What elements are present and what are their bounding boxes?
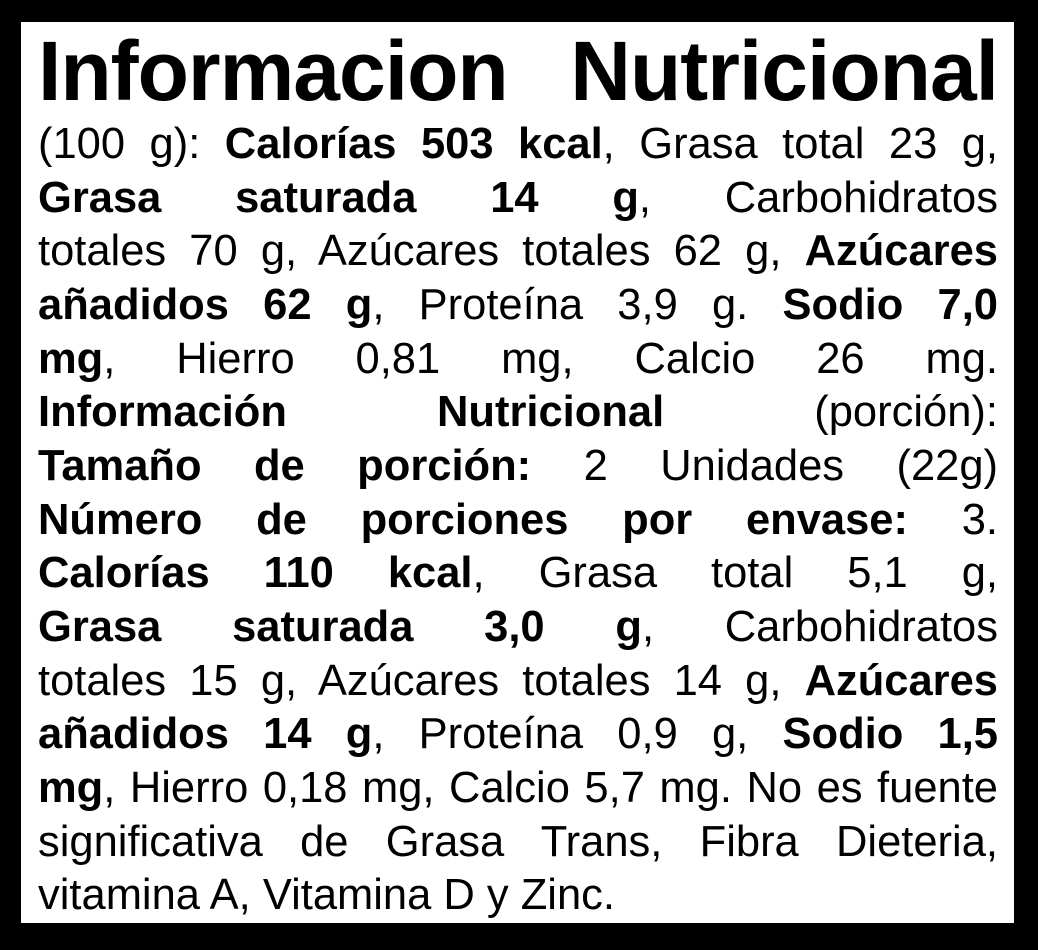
regular-segment: vitamina A, Vitamina D y Zinc. <box>38 871 615 920</box>
bold-segment: mg <box>38 334 104 383</box>
label-line: añadidos 62 g, Proteína 3,9 g. Sodio 7,0 <box>38 279 998 333</box>
regular-segment: , Hierro 0,81 mg, Calcio 26 mg. <box>103 334 998 383</box>
regular-segment: , Proteína 0,9 g, <box>372 710 783 759</box>
nutrition-text: (100 g): Calorías 503 kcal, Grasa total … <box>38 118 998 923</box>
label-line: Información Nutricional (porción): <box>38 386 998 440</box>
bold-segment: añadidos 62 g <box>38 280 373 329</box>
label-line: Tamaño de porción: 2 Unidades (22g) <box>38 440 998 494</box>
label-panel: Informacion Nutricional (100 g): Caloría… <box>21 22 1014 923</box>
regular-segment: 3. <box>907 495 998 544</box>
label-line: Calorías 110 kcal, Grasa total 5,1 g, <box>38 547 998 601</box>
label-line: totales 70 g, Azúcares totales 62 g, Azú… <box>38 225 998 279</box>
label-line: totales 15 g, Azúcares totales 14 g, Azú… <box>38 655 998 709</box>
regular-segment: , Proteína 3,9 g. <box>372 280 783 329</box>
label-title: Informacion Nutricional <box>38 24 999 118</box>
regular-segment: totales 15 g, Azúcares totales 14 g, <box>38 656 805 705</box>
regular-segment: , Carbohidratos <box>641 602 998 651</box>
label-line: Número de porciones por envase: 3. <box>38 494 998 548</box>
bold-segment: Azúcares <box>804 656 998 705</box>
label-line: significativa de Grasa Trans, Fibra Diet… <box>38 816 998 870</box>
regular-segment: , Grasa total 23 g, <box>602 120 999 168</box>
bold-segment: Información Nutricional <box>38 388 665 437</box>
label-line: añadidos 14 g, Proteína 0,9 g, Sodio 1,5 <box>38 708 998 762</box>
regular-segment: totales 70 g, Azúcares totales 62 g, <box>38 227 805 276</box>
regular-segment: , Grasa total 5,1 g, <box>472 549 999 598</box>
bold-segment: Sodio 1,5 <box>782 710 999 759</box>
label-line: vitamina A, Vitamina D y Zinc. <box>38 869 998 923</box>
bold-segment: mg <box>38 763 104 812</box>
bold-segment: Calorías 503 kcal <box>224 120 603 168</box>
regular-segment: significativa de Grasa Trans, Fibra Diet… <box>38 817 998 866</box>
label-line: (100 g): Calorías 503 kcal, Grasa total … <box>38 118 998 172</box>
bold-segment: Número de porciones por envase: <box>38 495 908 544</box>
label-line: mg, Hierro 0,18 mg, Calcio 5,7 mg. No es… <box>38 762 998 816</box>
bold-segment: Sodio 7,0 <box>782 280 999 329</box>
label-line: Grasa saturada 3,0 g, Carbohidratos <box>38 601 998 655</box>
regular-segment: , Carbohidratos <box>638 173 999 222</box>
bold-segment: añadidos 14 g <box>38 710 373 759</box>
bold-segment: Calorías 110 kcal <box>38 549 473 598</box>
bold-segment: Tamaño de porción: <box>38 441 532 490</box>
regular-segment: 2 Unidades (22g) <box>531 441 999 490</box>
label-line: Grasa saturada 14 g, Carbohidratos <box>38 172 998 226</box>
label-line: mg, Hierro 0,81 mg, Calcio 26 mg. <box>38 333 998 387</box>
regular-segment: (100 g): <box>38 120 225 168</box>
regular-segment: , Hierro 0,18 mg, Calcio 5,7 mg. No es f… <box>103 763 998 812</box>
bold-segment: Azúcares <box>804 227 998 276</box>
regular-segment: (porción): <box>664 388 998 437</box>
bold-segment: Grasa saturada 3,0 g <box>38 602 642 651</box>
bold-segment: Grasa saturada 14 g <box>38 173 639 222</box>
